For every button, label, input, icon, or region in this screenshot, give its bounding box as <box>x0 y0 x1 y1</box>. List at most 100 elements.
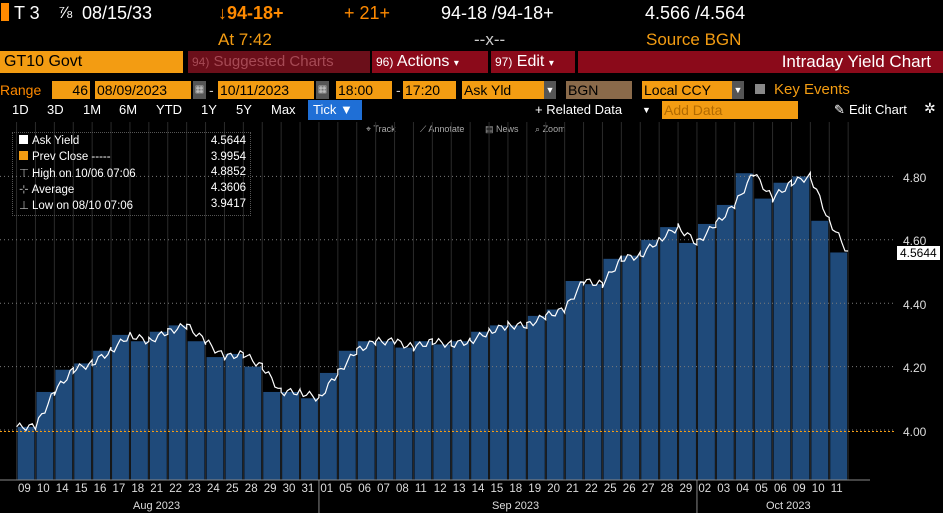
security-field[interactable]: GT10 Govt <box>0 51 183 73</box>
x-tick-label: 31 <box>301 483 315 495</box>
month-label-sep: Sep 2023 <box>492 500 540 512</box>
period-ytd[interactable]: YTD <box>156 102 182 117</box>
yield-bar <box>206 357 224 480</box>
legend-value: 4.5644 <box>210 135 246 147</box>
x-tick-label: 09 <box>792 483 806 495</box>
yield-bar <box>527 315 545 480</box>
period-5y[interactable]: 5Y <box>236 102 252 117</box>
end-time-input[interactable]: 17:20 <box>403 81 456 99</box>
key-events-label: Key Events <box>774 81 850 98</box>
suggested-charts-button[interactable]: 94) Suggested Charts <box>188 51 370 73</box>
yield-bar <box>244 366 262 480</box>
calendar-icon[interactable]: ▦ <box>316 81 329 99</box>
yield-bar <box>792 176 810 480</box>
chart-legend: Ask Yield 4.5644 Prev Close ----- 3.9954… <box>12 132 251 216</box>
suggested-number: 94) <box>192 55 210 69</box>
x-tick-label: 15 <box>490 483 504 495</box>
edit-button[interactable]: 97) Edit ▾ <box>491 51 575 73</box>
x-tick-label: 03 <box>717 483 731 495</box>
add-data-input[interactable]: Add Data <box>662 101 798 119</box>
period-max[interactable]: Max <box>271 102 296 117</box>
y-tick-label: 4.00 <box>903 425 927 439</box>
chevron-down-icon: ▾ <box>548 58 554 69</box>
edit-label: Edit <box>516 53 545 70</box>
range-label: Range <box>0 82 42 98</box>
related-data-button[interactable]: + Related Data <box>535 102 623 117</box>
source-label: Source BGN <box>646 30 742 49</box>
source-input[interactable]: BGN <box>566 81 632 99</box>
x-tick-label: 27 <box>641 483 655 495</box>
orange-swatch-icon <box>19 151 28 160</box>
currency-select[interactable]: Local CCY <box>642 81 732 99</box>
x-tick-label: 22 <box>169 483 182 495</box>
chevron-down-icon: ▾ <box>453 58 459 69</box>
yield-bar <box>697 223 715 480</box>
yield-bar <box>168 325 186 480</box>
end-date-input[interactable]: 10/11/2023 <box>218 81 314 99</box>
edit-chart-button[interactable]: Edit Chart <box>849 102 907 117</box>
x-tick-label: 18 <box>509 483 523 495</box>
key-events-checkbox[interactable] <box>755 84 765 94</box>
x-tick-label: 11 <box>414 483 427 495</box>
annotate-tool[interactable]: ⟋ Annotate <box>420 124 464 135</box>
average-marker-icon: ⊹ <box>19 184 29 196</box>
time-dash: - <box>396 82 401 98</box>
legend-label: High on 10/06 07:06 <box>32 168 136 180</box>
yield-bar <box>754 198 772 480</box>
chevron-down-icon[interactable]: ▼ <box>544 81 556 99</box>
chevron-down-icon[interactable]: ▼ <box>732 81 744 99</box>
x-tick-label: 13 <box>452 483 466 495</box>
period-6m[interactable]: 6M <box>119 102 138 117</box>
track-tool[interactable]: ⌖ Track <box>366 124 396 135</box>
actions-button[interactable]: 96) Actions ▾ <box>372 51 488 73</box>
yield-bar <box>641 239 659 480</box>
x-tick-label: 09 <box>18 483 31 495</box>
legend-label: Ask Yield <box>32 135 80 147</box>
range-value-input[interactable]: 46 <box>52 81 90 99</box>
start-date-input[interactable]: 08/09/2023 <box>95 81 191 99</box>
period-1d[interactable]: 1D <box>12 102 29 117</box>
range-bar: Range 46 08/09/2023 ▦ - 10/11/2023 ▦ 18:… <box>0 80 943 100</box>
zoom-label: Zoom <box>542 124 566 134</box>
x-tick-label: 21 <box>150 483 164 495</box>
start-time-input[interactable]: 18:00 <box>336 81 392 99</box>
y-tick-label: 4.80 <box>903 171 927 185</box>
yield-bar <box>112 334 129 480</box>
x-tick-label: 15 <box>74 483 88 495</box>
x-tick-label: 14 <box>471 483 485 495</box>
yield-bar <box>149 331 167 480</box>
x-tick-label: 29 <box>263 483 277 495</box>
x-tick-label: 22 <box>585 483 598 495</box>
yield-bar <box>130 341 148 480</box>
chevron-down-icon[interactable]: ▼ <box>642 105 651 115</box>
x-tick-label: 05 <box>339 483 353 495</box>
x-tick-label: 26 <box>622 483 636 495</box>
gear-icon[interactable]: ✲ <box>924 100 936 116</box>
last-value-tag: 4.5644 <box>897 246 940 260</box>
period-3d[interactable]: 3D <box>47 102 64 117</box>
x-tick-label: 12 <box>433 483 447 495</box>
yield-bar <box>811 220 829 480</box>
ticker: T 3 <box>14 3 40 23</box>
x-tick-label: 11 <box>830 483 843 495</box>
period-1m[interactable]: 1M <box>83 102 102 117</box>
month-label-oct: Oct 2023 <box>766 500 811 512</box>
legend-label: Low on 08/10 07:06 <box>32 200 134 212</box>
cursor-marker <box>1 3 9 21</box>
yield-bar <box>225 353 243 480</box>
legend-item-high: ⊤ High on 10/06 07:06 <box>19 166 136 180</box>
field-select[interactable]: Ask Yld <box>462 81 544 99</box>
zoom-tool[interactable]: ⌕ Zoom <box>535 124 566 135</box>
calendar-icon[interactable]: ▦ <box>193 81 206 99</box>
yield-bar <box>36 391 54 480</box>
period-1y[interactable]: 1Y <box>201 102 217 117</box>
legend-value: 4.3606 <box>210 182 246 194</box>
yield-bar <box>301 398 318 480</box>
yield-bar <box>17 426 35 480</box>
period-bar: 1D 3D 1M 6M YTD 1Y 5Y Max Tick ▼ + Relat… <box>0 100 943 120</box>
price-change: ↓94-18+ <box>218 3 284 23</box>
yield-bar <box>773 182 791 481</box>
news-label: News <box>496 124 519 134</box>
tick-button[interactable]: Tick ▼ <box>308 100 362 120</box>
